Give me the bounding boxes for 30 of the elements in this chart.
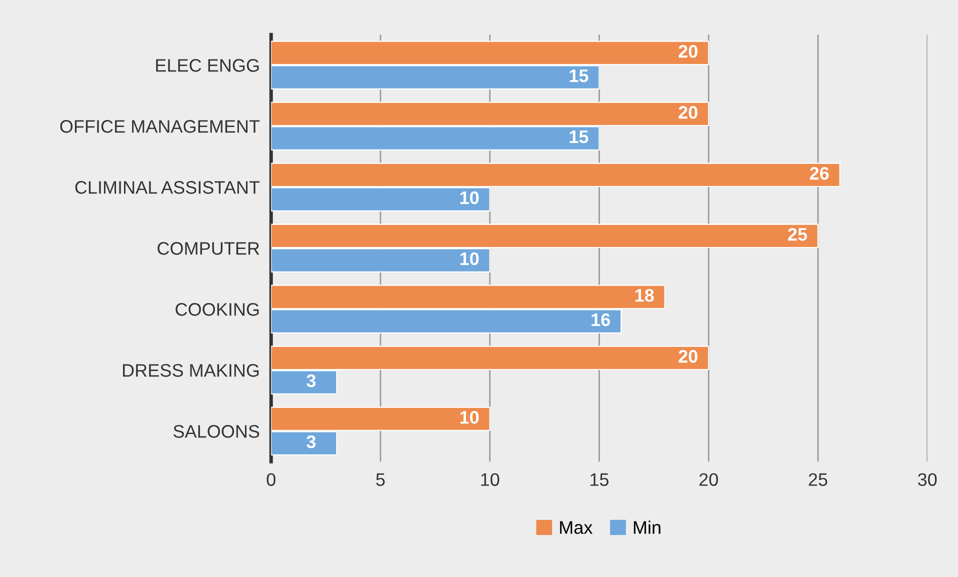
data-label: 25 [788, 228, 807, 241]
x-tick-label: 5 [376, 473, 385, 486]
y-tick-label: CLIMINAL ASSISTANT [75, 181, 260, 194]
data-label: 15 [570, 70, 588, 82]
data-label: 20 [678, 44, 698, 58]
data-label: 20 [678, 106, 698, 119]
legend-label: Max [560, 521, 593, 534]
data-label: 16 [592, 313, 610, 326]
x-tick-label: 30 [918, 473, 937, 486]
x-tick-label: 25 [808, 473, 828, 486]
x-tick-label: 15 [590, 473, 609, 486]
legend-label: Min [634, 520, 660, 534]
x-tick-label: 10 [481, 473, 500, 486]
x-tick-label: 0 [266, 473, 276, 486]
data-label: 20 [678, 350, 698, 363]
data-label: 26 [810, 166, 829, 180]
data-label: 18 [635, 288, 654, 302]
data-label: 3 [306, 435, 316, 448]
x-tick-label: 20 [699, 473, 718, 486]
y-tick-label: DRESS MAKING [123, 364, 259, 377]
data-label: 3 [306, 374, 316, 388]
y-tick-label: COMPUTER [158, 242, 260, 255]
y-tick-label: SALOONS [174, 425, 260, 438]
y-tick-label: OFFICE MANAGEMENT [60, 120, 260, 133]
y-tick-label: ELEC ENGG [156, 59, 259, 72]
data-label: 10 [460, 191, 479, 204]
y-tick-label: COOKING [176, 303, 259, 316]
data-label: 10 [460, 252, 479, 266]
data-label: 10 [460, 410, 479, 424]
data-label: 15 [570, 130, 588, 144]
